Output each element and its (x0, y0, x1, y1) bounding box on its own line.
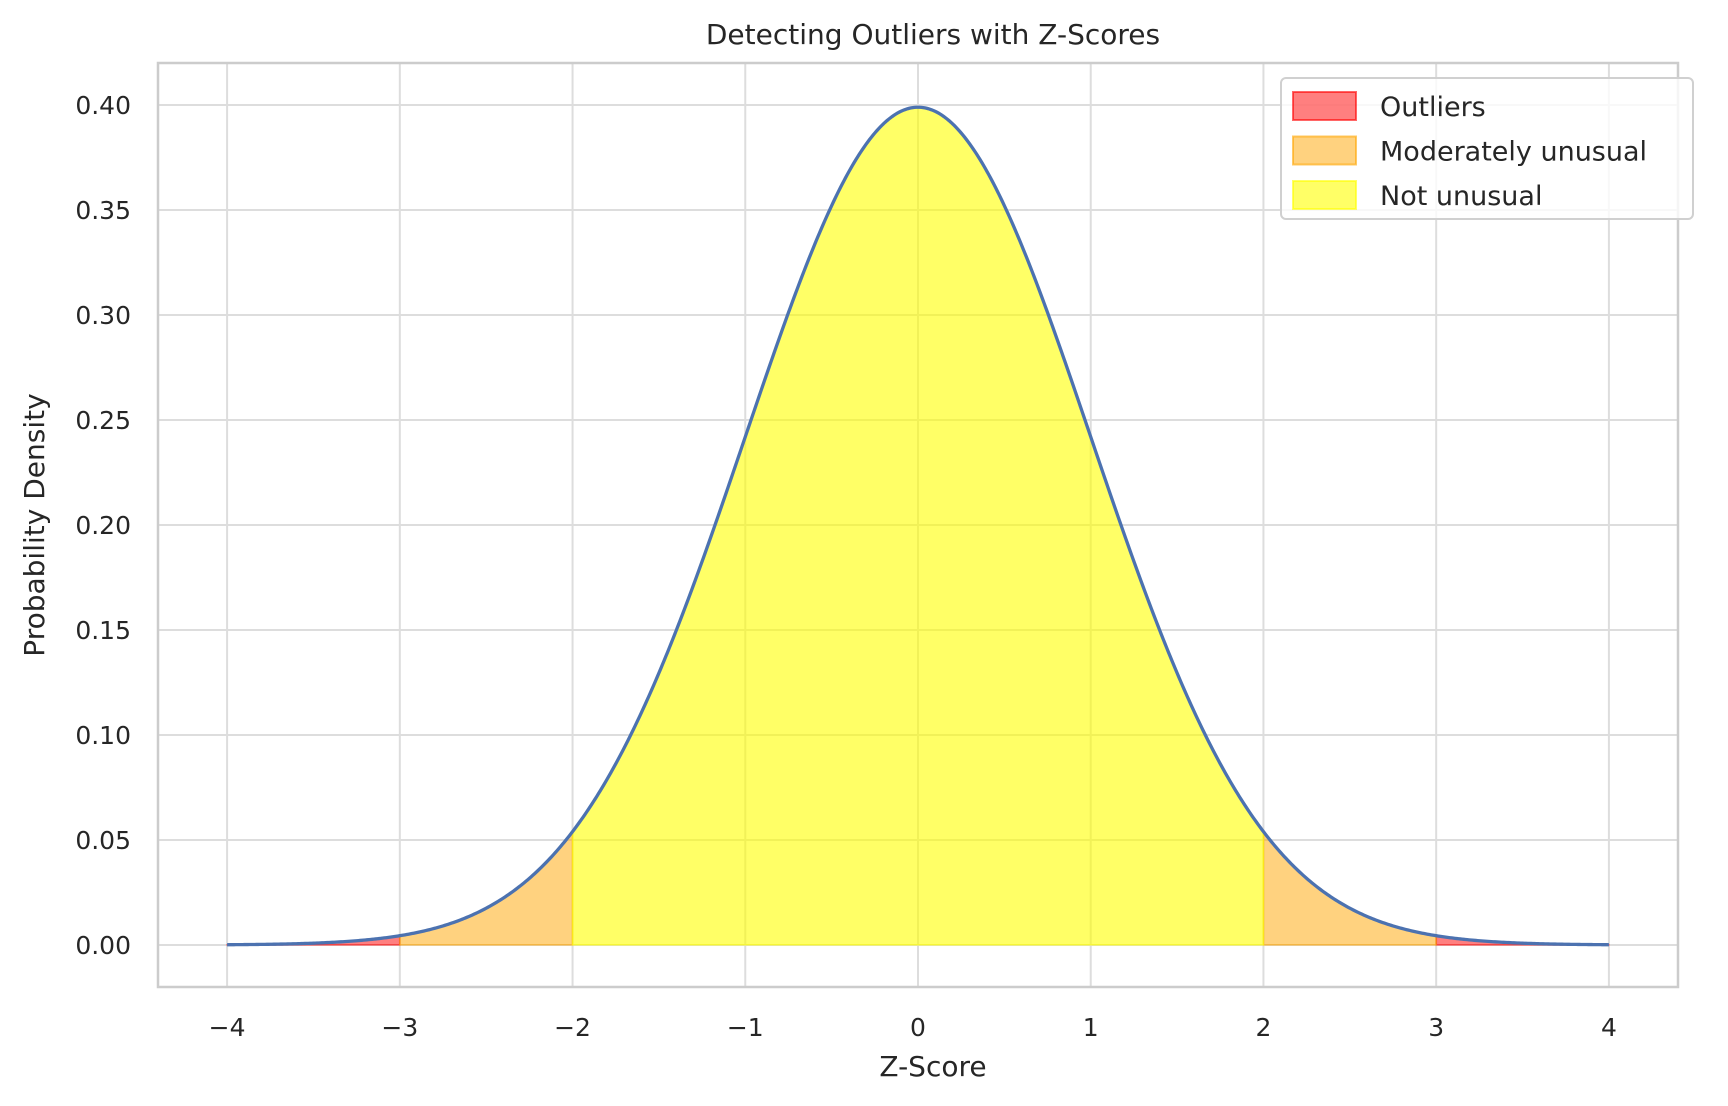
axes-frame (156, 61, 1680, 989)
legend: Outliers Moderately unusual Not unusual (1280, 77, 1694, 220)
x-tick-label: 1 (1083, 1013, 1099, 1042)
x-tick-label: −4 (209, 1013, 246, 1042)
y-tick-label: 0.40 (75, 91, 131, 120)
region-moderately-unusual (1262, 829, 1437, 946)
legend-label: Outliers (1380, 92, 1486, 123)
y-tick-label: 0.35 (75, 196, 131, 225)
y-tick-label: 0.15 (75, 616, 131, 645)
legend-label: Not unusual (1380, 181, 1542, 212)
legend-swatch (1292, 91, 1357, 121)
x-tick-label: −1 (727, 1013, 764, 1042)
y-tick-label: 0.10 (75, 721, 131, 750)
legend-swatch (1292, 180, 1357, 210)
pdf-curve (227, 105, 1609, 947)
y-tick-label: 0.30 (75, 301, 131, 330)
y-tick-label: 0.00 (75, 931, 131, 960)
region-moderately-unusual (399, 829, 574, 946)
region-fills (226, 106, 1610, 946)
y-tick-label: 0.05 (75, 826, 131, 855)
x-tick-label: 2 (1256, 1013, 1272, 1042)
y-tick-label: 0.25 (75, 406, 131, 435)
x-tick-label: −3 (381, 1013, 418, 1042)
legend-box (1280, 77, 1694, 220)
x-tick-label: 3 (1428, 1013, 1444, 1042)
x-tick-labels: −4 −3 −2 −1 0 1 2 3 4 (209, 1013, 1617, 1042)
y-tick-label: 0.20 (75, 511, 131, 540)
x-tick-label: −2 (554, 1013, 591, 1042)
y-tick-labels: 0.00 0.05 0.10 0.15 0.20 0.25 0.30 0.35 0.40 (75, 91, 131, 960)
legend-label: Moderately unusual (1380, 137, 1647, 168)
x-tick-label: 0 (910, 1013, 926, 1042)
chart-title: Detecting Outliers with Z-Scores (706, 18, 1160, 51)
legend-swatch (1292, 135, 1357, 166)
y-axis-label: Probability Density (18, 393, 51, 656)
region-not-unusual (571, 106, 1265, 946)
x-axis-label: Z-Score (879, 1050, 986, 1083)
x-tick-label: 4 (1601, 1013, 1617, 1042)
